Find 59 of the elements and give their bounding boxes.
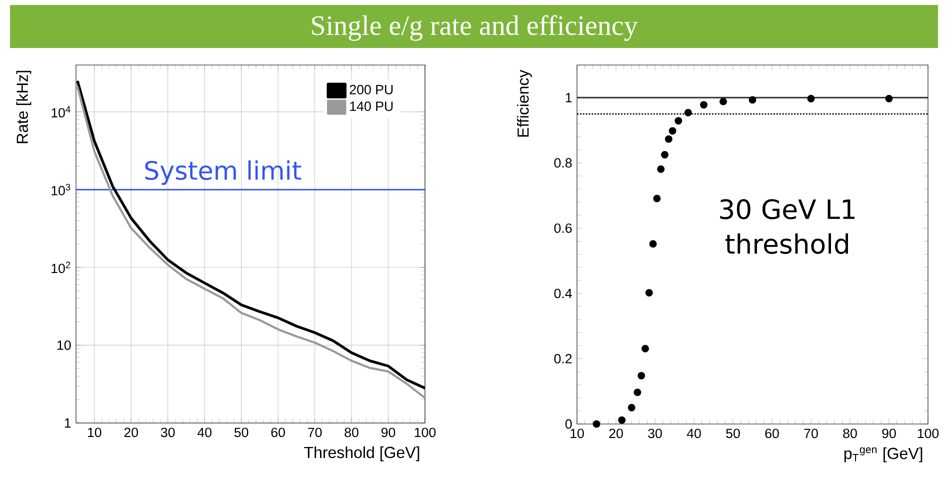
y-tick-label: 10$^{2}$ <box>52 262 70 274</box>
x-tick-label: 40 <box>197 428 212 438</box>
ref-line-label: System limit <box>145 160 302 185</box>
point <box>700 101 708 109</box>
y-tick-label: 1 <box>566 93 572 102</box>
point <box>653 194 661 202</box>
x-axis-title: p$_{T}$$^{gen}$ [GeV] <box>844 447 922 462</box>
point <box>748 96 756 104</box>
x-tick-label: 20 <box>609 428 623 438</box>
x-tick-label: 100 <box>918 428 939 438</box>
x-tick-label: 80 <box>344 428 358 438</box>
x-tick-label: 70 <box>804 428 818 438</box>
x-tick-label: 60 <box>765 428 779 438</box>
chart-title: Single e/g rate and efficiency <box>312 15 638 41</box>
x-tick-label: 70 <box>308 428 322 438</box>
x-tick-label: 30 <box>648 428 662 438</box>
point <box>645 289 653 297</box>
legend-label: 140 PU <box>350 102 393 111</box>
point <box>684 108 692 116</box>
point <box>720 98 727 106</box>
x-tick-label: 60 <box>271 428 285 438</box>
point <box>657 165 665 173</box>
x-tick-label: 30 <box>160 428 175 438</box>
x-tick-label: 20 <box>124 428 138 438</box>
point <box>674 117 682 125</box>
y-tick-label: 0.6 <box>554 223 572 233</box>
point <box>634 388 642 396</box>
x-tick-label: 50 <box>726 428 740 438</box>
point <box>668 127 676 135</box>
annotation: 30 GeV L1 threshold <box>720 199 855 254</box>
legend-label: 200 PU <box>350 84 393 94</box>
y-tick-label: 1 <box>64 418 71 428</box>
y-tick-label: 0.2 <box>554 354 572 364</box>
x-tick-label: 90 <box>882 428 896 438</box>
y-tick-label: 10 <box>57 340 71 350</box>
y-tick-label: 10$^{3}$ <box>52 184 70 196</box>
x-tick-label: 80 <box>843 428 857 438</box>
x-tick-label: 100 <box>414 428 436 438</box>
point <box>885 94 893 102</box>
point <box>664 135 672 143</box>
y-axis-title: Rate [kHz] <box>16 70 32 144</box>
y-tick-label: 10$^{4}$ <box>52 106 70 118</box>
x-tick-label: 90 <box>381 428 396 438</box>
point <box>661 151 668 158</box>
y-tick-label: 0.4 <box>554 288 572 298</box>
point <box>649 240 657 248</box>
x-tick-label: 40 <box>686 428 701 438</box>
x-axis-title: Threshold [GeV] <box>304 446 420 462</box>
point <box>592 420 600 428</box>
y-tick-label: 0 <box>565 419 572 429</box>
x-tick-label: 50 <box>234 428 248 438</box>
point <box>638 372 646 380</box>
y-tick-label: 0.8 <box>554 158 572 168</box>
x-tick-label: 10 <box>88 428 102 438</box>
point <box>618 416 626 424</box>
point <box>807 94 815 102</box>
y-axis-title: Efficiency <box>517 70 532 137</box>
point <box>628 404 636 412</box>
point <box>642 344 649 352</box>
